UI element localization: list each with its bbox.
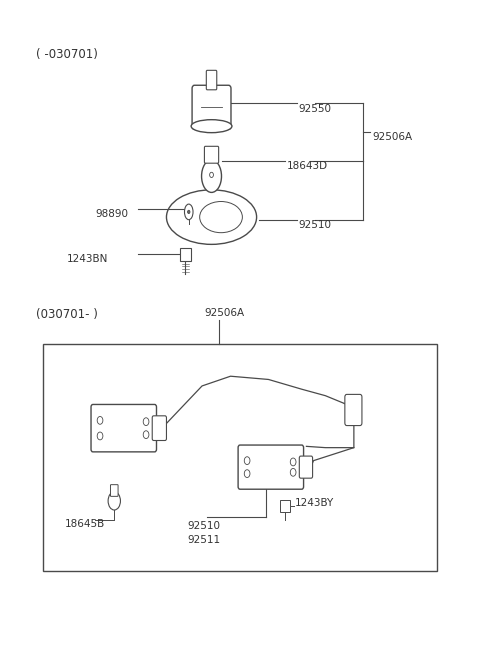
- Ellipse shape: [97, 432, 103, 440]
- Text: 92506A: 92506A: [204, 309, 244, 318]
- Text: 92511: 92511: [188, 535, 221, 545]
- Ellipse shape: [167, 190, 257, 244]
- Text: 18643D: 18643D: [287, 161, 328, 171]
- Text: 92506A: 92506A: [372, 132, 412, 142]
- FancyBboxPatch shape: [280, 500, 290, 512]
- Text: 98890: 98890: [96, 209, 128, 219]
- Text: 92510: 92510: [188, 521, 221, 531]
- FancyBboxPatch shape: [43, 344, 437, 571]
- Text: 1243BN: 1243BN: [67, 254, 108, 264]
- FancyBboxPatch shape: [204, 146, 219, 163]
- Ellipse shape: [108, 492, 120, 510]
- Ellipse shape: [188, 210, 190, 214]
- Text: 92550: 92550: [299, 104, 331, 114]
- Text: ( -030701): ( -030701): [36, 48, 98, 61]
- FancyBboxPatch shape: [238, 445, 303, 489]
- Ellipse shape: [200, 202, 242, 233]
- FancyBboxPatch shape: [345, 394, 362, 426]
- FancyBboxPatch shape: [300, 456, 312, 478]
- FancyBboxPatch shape: [91, 404, 156, 452]
- Ellipse shape: [290, 468, 296, 476]
- Ellipse shape: [202, 160, 221, 193]
- Ellipse shape: [290, 458, 296, 466]
- FancyBboxPatch shape: [152, 416, 167, 441]
- Text: 18645B: 18645B: [64, 519, 105, 529]
- Ellipse shape: [210, 172, 214, 178]
- FancyBboxPatch shape: [180, 248, 191, 261]
- FancyBboxPatch shape: [192, 85, 231, 130]
- Ellipse shape: [244, 470, 250, 477]
- Text: 92510: 92510: [299, 220, 331, 230]
- Ellipse shape: [244, 457, 250, 464]
- Ellipse shape: [97, 417, 103, 424]
- FancyBboxPatch shape: [110, 485, 118, 496]
- Ellipse shape: [143, 431, 149, 439]
- FancyBboxPatch shape: [206, 70, 217, 90]
- Ellipse shape: [184, 204, 193, 219]
- Text: (030701- ): (030701- ): [36, 308, 98, 321]
- Ellipse shape: [143, 418, 149, 426]
- Text: 1243BY: 1243BY: [295, 498, 334, 508]
- Ellipse shape: [191, 120, 232, 133]
